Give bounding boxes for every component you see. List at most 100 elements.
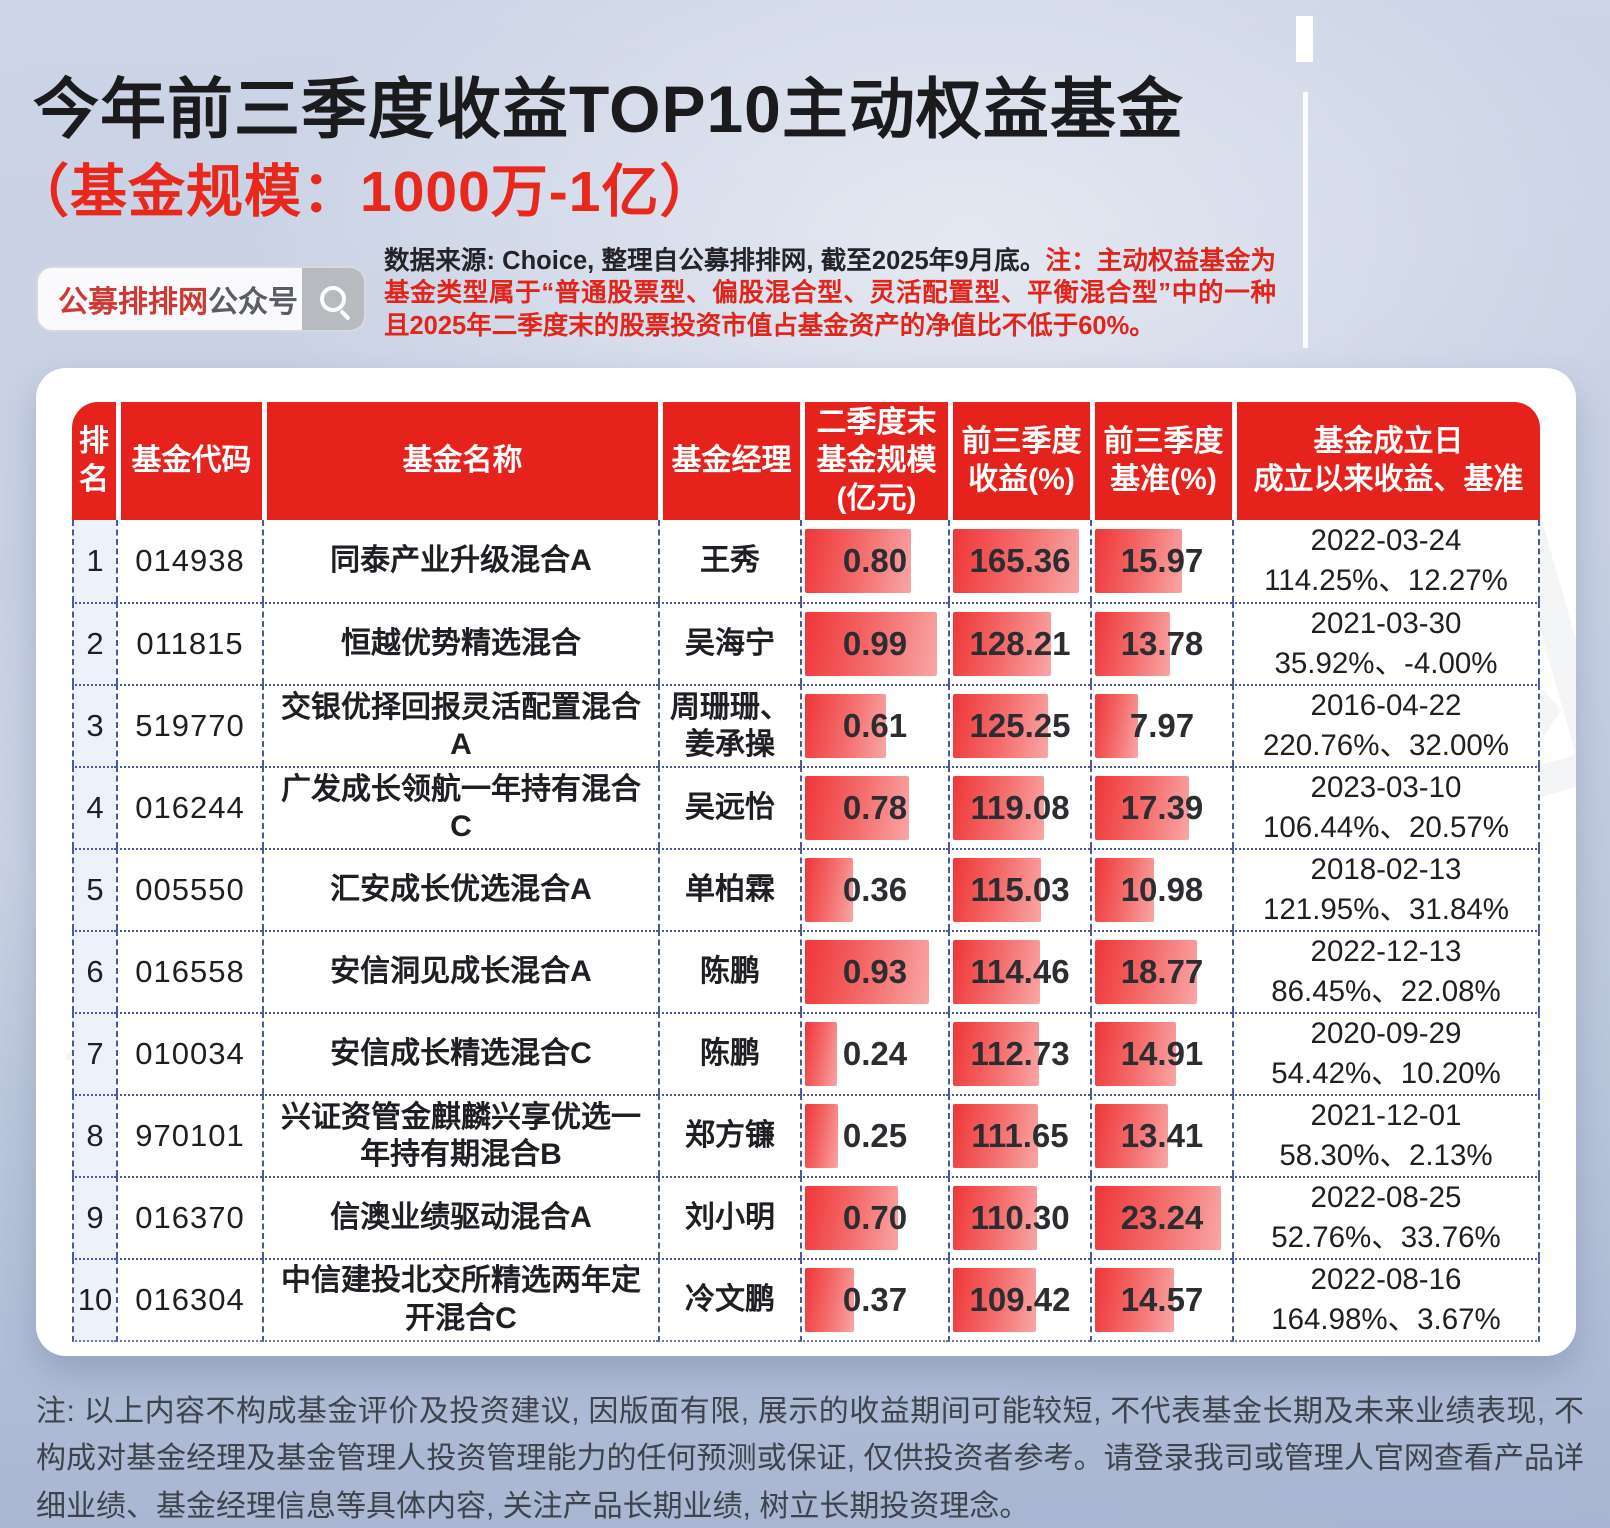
since-return: 58.30%、2.13% [1279, 1139, 1493, 1172]
value-bar: 0.93 [805, 940, 945, 1004]
table-row: 10 016304 中信建投北交所精选两年定开混合C 冷文鹏 0.37 109.42 14.… [72, 1258, 1540, 1342]
table-row: 2 011815 恒越优势精选混合 吴海宁 0.99 128.21 13.78 2021-03… [72, 602, 1540, 684]
fund-ranking-table: 排 名 基金代码 基金名称 基金经理 二季度末 基金规模 (亿元) 前三季度 收… [72, 402, 1540, 1342]
fund-table-body: 1 014938 同泰产业升级混合A 王秀 0.80 165.36 15.97 2022-03… [72, 520, 1540, 1342]
manager-cell: 王秀 [658, 520, 800, 602]
col-header-name: 基金名称 [262, 402, 658, 520]
rank-cell: 1 [72, 520, 116, 602]
value-bar: 18.77 [1095, 940, 1229, 1004]
table-row: 9 016370 信澳业绩驱动混合A 刘小明 0.70 110.30 23.24 2022-0… [72, 1176, 1540, 1258]
benchmark-cell: 7.97 [1090, 684, 1232, 766]
value-bar: 0.24 [805, 1022, 945, 1086]
search-icon [320, 286, 346, 312]
table-row: 8 970101 兴证资管金麒麟兴享优选一年持有期混合B 郑方镰 0.25 111.65 1… [72, 1094, 1540, 1176]
scale-cell: 0.78 [800, 766, 948, 848]
founding-cell: 2022-12-13 86.45%、22.08% [1232, 930, 1540, 1012]
established-date: 2021-12-01 [1310, 1099, 1462, 1133]
value-bar: 13.41 [1095, 1104, 1229, 1168]
brand-suffix: 公众号 [208, 286, 298, 319]
data-source-note: 数据来源: Choice, 整理自公募排排网, 截至2025年9月底。注：主动权… [384, 245, 1276, 342]
value-bar: 119.08 [953, 776, 1087, 840]
value-bar: 14.57 [1095, 1267, 1229, 1332]
fund-name-cell: 汇安成长优选混合A [262, 848, 658, 930]
value-bar: 0.37 [805, 1267, 945, 1332]
manager-cell: 郑方镰 [658, 1094, 800, 1176]
manager-cell: 冷文鹏 [658, 1258, 800, 1342]
since-return: 54.42%、10.20% [1271, 1057, 1501, 1090]
col-header-rank: 排 名 [72, 402, 116, 520]
return-cell: 114.46 [948, 930, 1090, 1012]
since-return: 220.76%、32.00% [1262, 729, 1509, 762]
established-date: 2018-02-13 [1310, 853, 1462, 887]
rank-cell: 2 [72, 602, 116, 684]
value-bar: 115.03 [953, 858, 1087, 922]
since-return: 164.98%、3.67% [1271, 1302, 1501, 1336]
disclaimer-note: 注: 以上内容不构成基金评价及投资建议, 因版面有限, 展示的收益期间可能较短,… [36, 1395, 1584, 1523]
established-date: 2022-08-25 [1310, 1181, 1462, 1215]
table-row: 1 014938 同泰产业升级混合A 王秀 0.80 165.36 15.97 2022-03… [72, 520, 1540, 602]
col-header-return: 前三季度 收益(%) [948, 402, 1090, 520]
search-input[interactable]: 公募排排网公众号 [38, 277, 302, 321]
value-bar: 111.65 [953, 1104, 1087, 1168]
value-bar: 112.73 [953, 1022, 1087, 1086]
value-bar: 10.98 [1095, 858, 1229, 922]
scale-cell: 0.37 [800, 1258, 948, 1342]
benchmark-cell: 18.77 [1090, 930, 1232, 1012]
fund-name-cell: 兴证资管金麒麟兴享优选一年持有期混合B [262, 1094, 658, 1176]
return-cell: 111.65 [948, 1094, 1090, 1176]
table-row: 6 016558 安信洞见成长混合A 陈鹏 0.93 114.46 18.77 2022-12… [72, 930, 1540, 1012]
fund-name-cell: 中信建投北交所精选两年定开混合C [262, 1258, 658, 1342]
fund-name-cell: 安信成长精选混合C [262, 1012, 658, 1094]
value-bar: 125.25 [953, 694, 1087, 758]
return-cell: 125.25 [948, 684, 1090, 766]
founding-cell: 2016-04-22 220.76%、32.00% [1232, 684, 1540, 766]
since-return: 121.95%、31.84% [1262, 893, 1509, 926]
scale-cell: 0.36 [800, 848, 948, 930]
decorative-white-line [1303, 92, 1308, 348]
table-header: 排 名 基金代码 基金名称 基金经理 二季度末 基金规模 (亿元) 前三季度 收… [72, 402, 1540, 520]
since-return: 52.76%、33.76% [1271, 1221, 1501, 1254]
founding-cell: 2018-02-13 121.95%、31.84% [1232, 848, 1540, 930]
fund-name-cell: 广发成长领航一年持有混合C [262, 766, 658, 848]
value-bar: 114.46 [953, 940, 1087, 1004]
fund-code-cell: 519770 [116, 684, 262, 766]
table-row: 4 016244 广发成长领航一年持有混合C 吴远怡 0.78 119.08 17.39 20… [72, 766, 1540, 848]
return-cell: 128.21 [948, 602, 1090, 684]
scale-cell: 0.80 [800, 520, 948, 602]
manager-cell: 吴海宁 [658, 602, 800, 684]
founding-cell: 2021-12-01 58.30%、2.13% [1232, 1094, 1540, 1176]
table-row: 3 519770 交银优择回报灵活配置混合A 周珊珊、姜承操 0.61 125.25 7.9… [72, 684, 1540, 766]
scale-cell: 0.93 [800, 930, 948, 1012]
fund-name-cell: 同泰产业升级混合A [262, 520, 658, 602]
established-date: 2022-08-16 [1310, 1263, 1462, 1296]
page-title: 今年前三季度收益TOP10主动权益基金 [33, 72, 1184, 146]
scale-cell: 0.70 [800, 1176, 948, 1258]
fund-code-cell: 014938 [116, 520, 262, 602]
benchmark-cell: 14.91 [1090, 1012, 1232, 1094]
value-bar: 14.91 [1095, 1022, 1229, 1086]
value-bar: 15.97 [1095, 529, 1229, 593]
fund-code-cell: 005550 [116, 848, 262, 930]
return-cell: 112.73 [948, 1012, 1090, 1094]
value-bar: 0.99 [805, 612, 945, 676]
table-row: 5 005550 汇安成长优选混合A 单柏霖 0.36 115.03 10.98 2018-0… [72, 848, 1540, 930]
brand-name: 公募排排网 [58, 286, 208, 319]
benchmark-cell: 17.39 [1090, 766, 1232, 848]
return-cell: 110.30 [948, 1176, 1090, 1258]
value-bar: 0.61 [805, 694, 945, 758]
benchmark-cell: 13.41 [1090, 1094, 1232, 1176]
scale-cell: 0.25 [800, 1094, 948, 1176]
search-box[interactable]: 公募排排网公众号 [36, 266, 366, 332]
search-button[interactable] [302, 268, 364, 330]
scale-cell: 0.99 [800, 602, 948, 684]
fund-code-cell: 016370 [116, 1176, 262, 1258]
col-header-benchmark: 前三季度 基准(%) [1090, 402, 1232, 520]
value-bar: 17.39 [1095, 776, 1229, 840]
founding-cell: 2020-09-29 54.42%、10.20% [1232, 1012, 1540, 1094]
table-row: 7 010034 安信成长精选混合C 陈鹏 0.24 112.73 14.91 2020-09… [72, 1012, 1540, 1094]
decorative-white-bar [1296, 16, 1313, 62]
value-bar: 23.24 [1095, 1186, 1229, 1250]
fund-code-cell: 010034 [116, 1012, 262, 1094]
source-red-note: 注：主动权益基金为基金类型属于“普通股票型、偏股混合型、灵活配置型、平衡混合型”… [384, 247, 1276, 340]
